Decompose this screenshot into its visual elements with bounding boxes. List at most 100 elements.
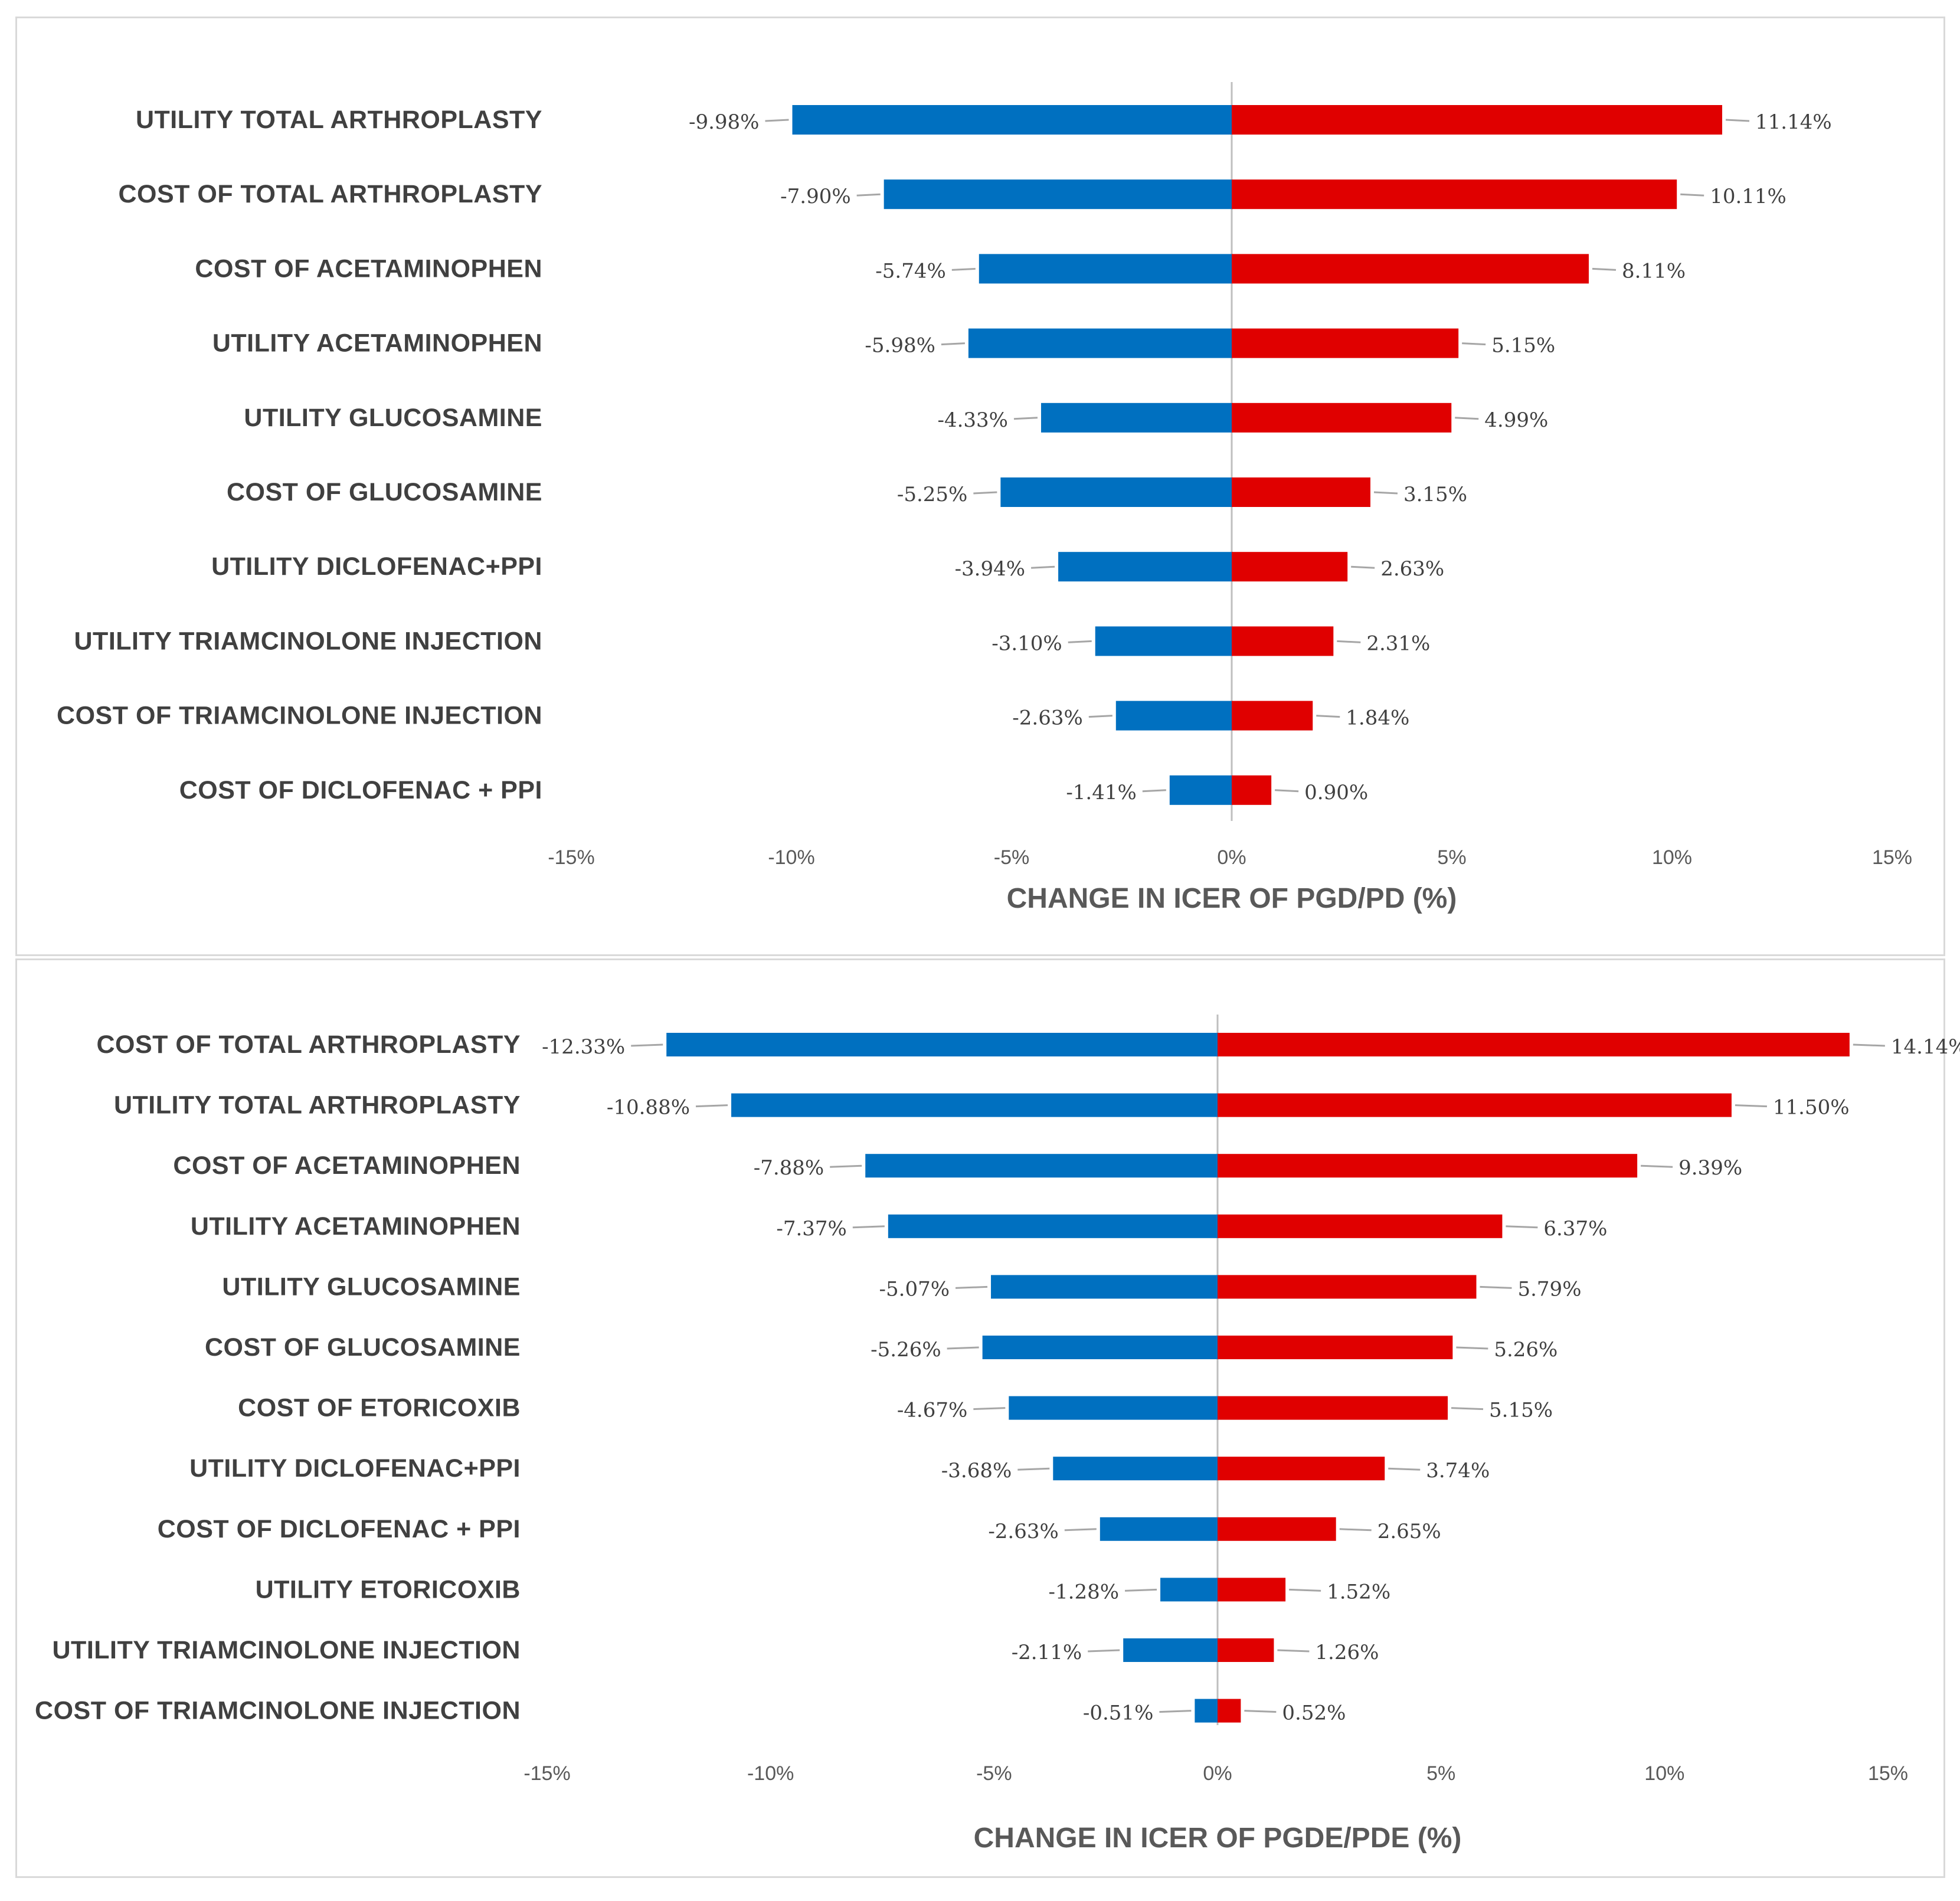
bar-negative xyxy=(1095,626,1232,656)
bar-negative xyxy=(666,1033,1218,1056)
data-label: -12.33% xyxy=(542,1035,625,1059)
data-label-leader xyxy=(1142,789,1166,793)
data-label: -3.68% xyxy=(941,1459,1012,1483)
data-label-leader xyxy=(1680,193,1704,197)
data-label-leader xyxy=(631,1043,663,1047)
data-label-leader xyxy=(1462,342,1486,346)
category-label: UTILITY ACETAMINOPHEN xyxy=(191,1212,521,1241)
data-label-leader xyxy=(1088,1649,1120,1653)
x-tick-label: 15% xyxy=(1872,846,1912,869)
category-label: COST OF TRIAMCINOLONE INJECTION xyxy=(35,1697,521,1725)
data-label: 3.74% xyxy=(1426,1459,1490,1483)
data-label-leader xyxy=(1641,1164,1673,1168)
data-label: 2.63% xyxy=(1380,557,1444,581)
data-label-leader xyxy=(973,1407,1006,1411)
data-label-leader xyxy=(1064,1528,1097,1532)
category-label: UTILITY ACETAMINOPHEN xyxy=(212,329,542,358)
bar-negative xyxy=(884,179,1232,210)
data-label: -1.41% xyxy=(1066,781,1137,804)
bar-positive xyxy=(1218,1517,1336,1541)
bar-positive xyxy=(1232,477,1370,507)
data-label: -5.26% xyxy=(871,1338,941,1362)
bar-negative xyxy=(888,1214,1218,1238)
bar-positive xyxy=(1218,1214,1503,1238)
data-label-leader xyxy=(1013,417,1038,420)
x-tick-label: 10% xyxy=(1652,846,1692,869)
data-label: -3.10% xyxy=(992,632,1062,655)
data-label: 11.14% xyxy=(1755,110,1832,134)
category-label: UTILITY TOTAL ARTHROPLASTY xyxy=(136,106,542,134)
bar-positive xyxy=(1218,1578,1286,1602)
tornado-chart-panel-2: COST OF TOTAL ARTHROPLASTY -12.33% 14.14% U… xyxy=(15,958,1960,1878)
data-label: 1.84% xyxy=(1346,706,1409,730)
x-axis-title: CHANGE IN ICER OF PGDE/PDE (%) xyxy=(974,1823,1462,1854)
bar-positive xyxy=(1232,701,1313,731)
bar-positive xyxy=(1218,1093,1732,1117)
data-label-leader xyxy=(1125,1588,1157,1592)
bar-negative xyxy=(1040,403,1232,433)
category-label: COST OF DICLOFENAC + PPI xyxy=(179,776,542,804)
category-label: COST OF ACETAMINOPHEN xyxy=(195,254,542,283)
data-label-leader xyxy=(1451,1407,1484,1411)
bar-positive xyxy=(1218,1154,1638,1178)
tornado-chart-2: COST OF TOTAL ARTHROPLASTY -12.33% 14.14% U… xyxy=(35,1015,1960,1854)
bar-positive xyxy=(1218,1457,1385,1481)
data-label-leader xyxy=(1275,789,1299,793)
data-label: -10.88% xyxy=(607,1096,690,1120)
bar-negative xyxy=(991,1275,1218,1299)
data-label: 5.15% xyxy=(1489,1399,1553,1422)
tornado-chart-panel-1: UTILITY TOTAL ARTHROPLASTY -9.98% 11.14% CO… xyxy=(15,17,1945,956)
data-label-leader xyxy=(1244,1710,1277,1713)
x-tick-label: -5% xyxy=(994,846,1029,869)
data-label-leader xyxy=(973,491,997,495)
data-label-leader xyxy=(695,1104,728,1108)
bar-negative xyxy=(1009,1396,1218,1420)
category-label: COST OF TOTAL ARTHROPLASTY xyxy=(96,1030,521,1059)
data-label-leader xyxy=(1735,1104,1767,1108)
category-label: COST OF GLUCOSAMINE xyxy=(227,478,542,506)
category-label: UTILITY TRIAMCINOLONE INJECTION xyxy=(53,1636,521,1664)
bar-positive xyxy=(1232,179,1677,210)
data-label-leader xyxy=(1289,1588,1321,1592)
bar-positive xyxy=(1232,328,1459,358)
category-label: UTILITY DICLOFENAC+PPI xyxy=(211,552,542,581)
category-label: UTILITY ETORICOXIB xyxy=(256,1575,521,1604)
category-label: UTILITY GLUCOSAMINE xyxy=(244,404,542,432)
bar-positive xyxy=(1232,775,1272,805)
data-label: -0.51% xyxy=(1083,1702,1154,1725)
bar-positive xyxy=(1232,105,1723,135)
data-label-leader xyxy=(1373,491,1398,495)
data-label: 6.37% xyxy=(1543,1217,1607,1241)
data-label-leader xyxy=(1480,1285,1512,1289)
x-tick-label: 15% xyxy=(1868,1762,1908,1785)
bar-negative xyxy=(792,105,1232,135)
data-label: 14.14% xyxy=(1891,1035,1960,1059)
data-label-leader xyxy=(1088,715,1112,718)
bar-negative xyxy=(1058,552,1232,582)
bar-positive xyxy=(1232,552,1348,582)
x-tick-label: 5% xyxy=(1437,846,1466,869)
bar-negative xyxy=(1000,477,1232,507)
data-label: 9.39% xyxy=(1678,1156,1742,1180)
data-label: 10.11% xyxy=(1710,185,1786,208)
data-label: 1.26% xyxy=(1315,1641,1379,1664)
data-label: -7.37% xyxy=(776,1217,847,1241)
data-label-leader xyxy=(947,1346,979,1350)
bar-positive xyxy=(1232,254,1589,284)
x-tick-label: -10% xyxy=(768,846,814,869)
x-tick-label: -5% xyxy=(976,1762,1012,1785)
bar-negative xyxy=(982,1336,1218,1359)
data-label: -4.33% xyxy=(937,408,1008,432)
category-label: UTILITY DICLOFENAC+PPI xyxy=(189,1454,521,1483)
category-label: COST OF ACETAMINOPHEN xyxy=(173,1151,521,1180)
data-label-leader xyxy=(1853,1043,1885,1047)
bar-negative xyxy=(1115,701,1232,731)
category-label: COST OF ETORICOXIB xyxy=(238,1394,521,1422)
data-label-leader xyxy=(1456,1346,1488,1350)
data-label-leader xyxy=(1339,1528,1372,1532)
bar-positive xyxy=(1232,626,1334,656)
data-label: 5.26% xyxy=(1494,1338,1557,1362)
bar-positive xyxy=(1218,1336,1453,1359)
bar-positive xyxy=(1218,1699,1241,1723)
data-label-leader xyxy=(1455,417,1479,420)
